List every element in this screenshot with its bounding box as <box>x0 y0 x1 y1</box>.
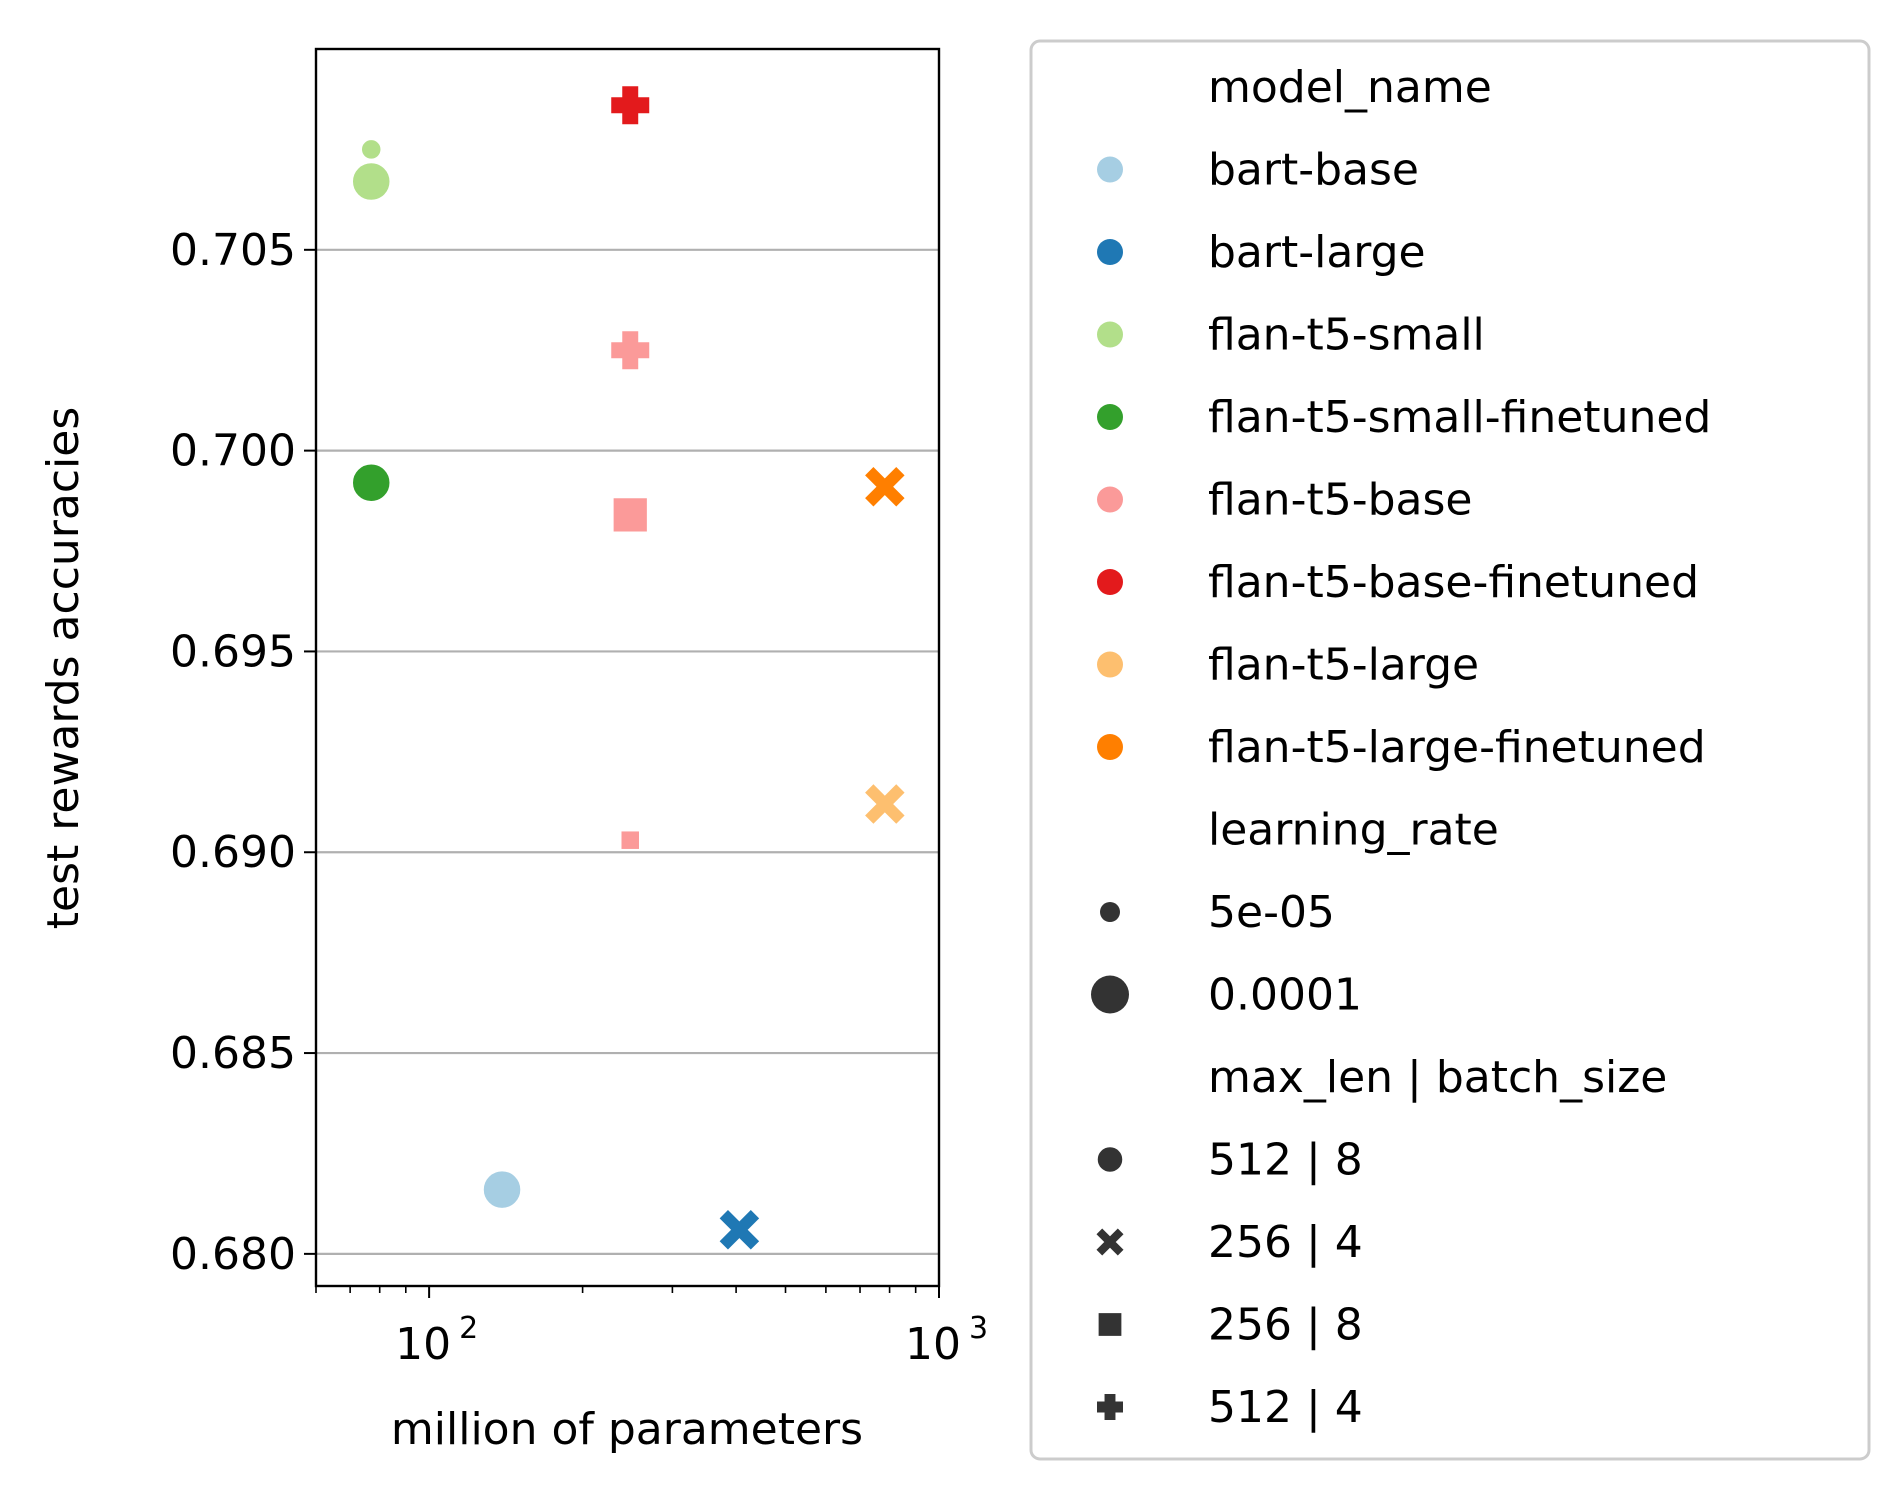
y-tick-label: 0.680 <box>170 1229 296 1280</box>
legend-color-swatch <box>1097 404 1123 430</box>
legend-color-swatch <box>1097 569 1123 595</box>
data-point <box>482 1169 522 1210</box>
x-axis-label: million of parameters <box>391 1404 863 1455</box>
legend-label: flan-t5-base-finetuned <box>1208 557 1699 608</box>
legend-label: flan-t5-small <box>1208 310 1485 361</box>
legend-color-swatch <box>1097 651 1123 678</box>
legend-label: 512 | 8 <box>1208 1135 1363 1186</box>
data-point <box>621 831 639 849</box>
y-tick-label: 0.705 <box>170 225 296 276</box>
legend-label: 512 | 4 <box>1208 1382 1363 1433</box>
legend-style-marker <box>1096 1228 1124 1256</box>
legend-label: bart-large <box>1208 227 1426 278</box>
legend-label: 256 | 4 <box>1208 1217 1363 1268</box>
legend-title-learning-rate: learning_rate <box>1208 805 1499 856</box>
data-point <box>865 784 905 824</box>
data-point <box>611 86 650 125</box>
data-point <box>351 463 391 503</box>
data-point <box>360 138 382 161</box>
y-axis-label: test rewards accuracies <box>38 407 89 929</box>
data-point <box>351 161 391 202</box>
x-tick-exponent: 3 <box>969 1311 988 1346</box>
data-points <box>351 86 905 1250</box>
legend-label: 256 | 8 <box>1208 1300 1363 1351</box>
legend-color-swatch <box>1097 156 1123 183</box>
legend-style-marker <box>1098 1313 1122 1336</box>
x-tick-label: 10 <box>395 1319 451 1370</box>
plot-area <box>314 47 941 1288</box>
legend-label: flan-t5-large <box>1208 640 1479 691</box>
legend-frame <box>1029 39 1871 1461</box>
legend-size-marker <box>1091 975 1129 1014</box>
legend: model_name bart-base bart-large flan-t5-sma… <box>1029 39 1871 1461</box>
legend-color-swatch <box>1097 486 1123 513</box>
legend-color-swatch <box>1097 734 1123 760</box>
x-tick-label: 10 <box>905 1319 961 1370</box>
data-point <box>611 331 650 370</box>
legend-label: 5e-05 <box>1208 887 1335 938</box>
y-axis: 0.680 0.685 0.690 0.695 0.700 0.705 <box>170 225 316 1280</box>
legend-label: bart-base <box>1208 145 1419 196</box>
legend-color-swatch <box>1097 321 1123 348</box>
axes-frame <box>314 47 941 1288</box>
legend-style-marker <box>1096 1145 1124 1174</box>
legend-size-marker <box>1100 902 1120 922</box>
legend-label: flan-t5-small-finetuned <box>1208 392 1711 443</box>
grid-lines <box>316 248 939 1255</box>
y-tick-label: 0.700 <box>170 426 296 477</box>
legend-style-marker <box>1097 1394 1123 1420</box>
x-tick-exponent: 2 <box>459 1311 478 1346</box>
y-tick-label: 0.695 <box>170 626 296 677</box>
legend-label: 0.0001 <box>1208 970 1362 1021</box>
legend-label: flan-t5-base <box>1208 475 1472 526</box>
data-point <box>865 467 905 507</box>
legend-label: flan-t5-large-finetuned <box>1208 722 1706 773</box>
legend-title-max-len-batch-size: max_len | batch_size <box>1208 1052 1667 1103</box>
legend-items: model_name bart-base bart-large flan-t5-sma… <box>1091 62 1711 1433</box>
y-tick-label: 0.690 <box>170 827 296 878</box>
legend-color-swatch <box>1097 239 1123 265</box>
x-axis: 10 2 10 3 <box>315 1286 988 1370</box>
y-tick-label: 0.685 <box>170 1028 296 1079</box>
data-point <box>719 1210 760 1250</box>
data-point <box>613 498 647 532</box>
legend-title-model-name: model_name <box>1208 62 1492 113</box>
